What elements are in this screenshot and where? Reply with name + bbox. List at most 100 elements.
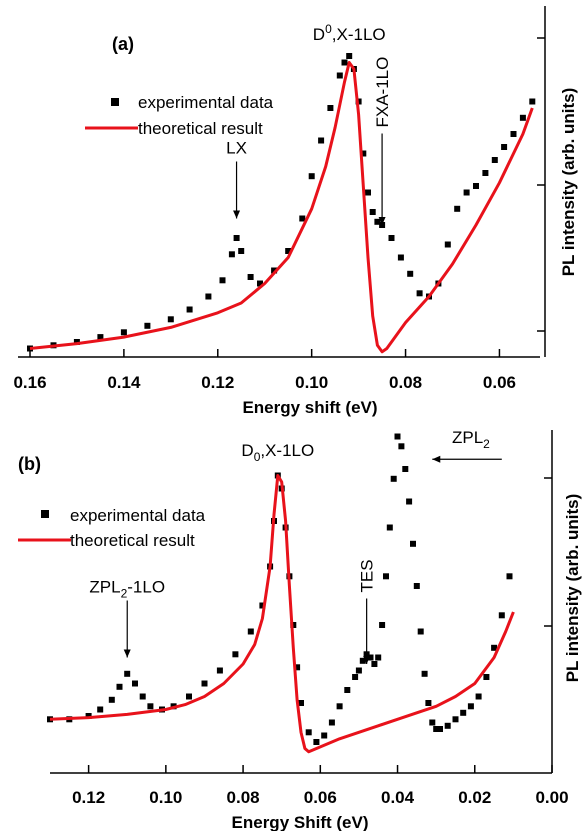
panel-a-data-point: [369, 209, 376, 215]
panel-a-data-point: [144, 322, 151, 329]
panel-a-data-point: [482, 170, 489, 176]
panel-a-data-point: [308, 173, 315, 180]
panel-a-data-point: [233, 235, 240, 241]
panel-a-data-point: [219, 277, 226, 284]
panel-b-data-point: [498, 612, 505, 619]
panel-b-data-point: [367, 654, 374, 661]
panel-a-x-tick-label: 0.08: [389, 373, 422, 392]
panel-a-data-point: [444, 241, 451, 248]
panel-b-data-point: [398, 443, 405, 450]
panel-b-data-point: [371, 661, 378, 667]
panel-a-data-point: [336, 72, 343, 79]
panel-a-data-point: [228, 251, 235, 258]
panel-b-data-point: [386, 524, 393, 531]
panel-b-x-tick-label: 0.04: [381, 788, 415, 807]
panel-b-data-point: [298, 700, 304, 706]
panel-b-data-point: [216, 667, 223, 674]
panel-b-data-point: [452, 716, 459, 723]
panel-b-data-point: [379, 622, 386, 628]
panel-a-data-point: [327, 105, 334, 111]
panel-b-data-point: [352, 674, 359, 680]
panel-b-data-point: [247, 628, 254, 635]
panel-b-legend-label-theoretical: theoretical result: [70, 531, 195, 550]
panel-b-label: (b): [18, 454, 41, 474]
panel-a-data-point: [407, 270, 414, 277]
panel-a-data-point: [167, 316, 174, 323]
panel-b-data-point: [232, 651, 239, 658]
panel-b-data-point: [97, 706, 104, 713]
panel-b-data-point: [305, 729, 312, 736]
panel-b-annotation-arrowhead: [123, 649, 131, 658]
panel-a-data-point: [463, 189, 470, 196]
panel-b-data-point: [402, 466, 409, 472]
panel-a-data-point: [238, 248, 245, 254]
panel-b-data-point: [186, 693, 192, 700]
panel-b-data-point: [108, 696, 115, 703]
panel-a-data-point: [388, 235, 395, 241]
panel-b-data-point: [475, 693, 482, 700]
panel-a-data-point: [416, 290, 423, 297]
panel-a-x-axis: 0.16 0.14 0.12 0.10 0.08 0.06 Energy shift (e…: [13, 349, 540, 417]
panel-a-data-point: [97, 334, 104, 341]
panel-a-data-point: [510, 131, 517, 137]
panel-b-x-tick-label: 0.06: [304, 788, 337, 807]
panel-a-data-point: [454, 205, 461, 212]
panel-b-data-point: [355, 667, 362, 674]
panel-b-data-point: [259, 602, 266, 609]
panel-b-legend-marker-experimental: [41, 510, 49, 518]
panel-a-data-point: [501, 144, 508, 150]
panel-b-data-point: [390, 475, 397, 482]
panel-a-data-point: [473, 183, 479, 189]
panel-b-data-point: [344, 687, 351, 693]
panel-b-data-point: [394, 433, 401, 440]
panel-b-annotation-arrowhead: [432, 455, 441, 463]
panel-a-annotation-arrowhead: [378, 217, 386, 225]
panel-b-data-point: [132, 680, 138, 687]
panel-b-data-point: [421, 670, 428, 677]
panel-b-annotation: D0,X-1LO: [241, 441, 314, 464]
panel-b-data-point: [116, 683, 123, 690]
panel-b-data-point: [429, 719, 436, 726]
panel-b-data-point: [147, 703, 154, 710]
panel-a-legend-label-theoretical: theoretical result: [138, 119, 263, 138]
panel-a-data-point: [186, 306, 193, 313]
panel-b-annotation-arrowhead: [363, 656, 371, 664]
panel-b-x-tick-label: 0.02: [458, 788, 491, 807]
panel-b-data-point: [460, 709, 467, 716]
panel-a-x-tick-label: 0.16: [13, 373, 46, 392]
panel-b-data-point: [294, 664, 301, 671]
panel-b-data-point: [410, 540, 416, 547]
panel-a-x-tick-label: 0.06: [483, 373, 516, 392]
panel-b-data-point: [433, 726, 440, 732]
panel-a-data-point: [120, 329, 127, 336]
panel-b-data-point: [139, 693, 146, 700]
panel-a-data-point: [318, 137, 325, 144]
panel-a-data-point: [285, 248, 292, 254]
panel-a-data-point: [257, 280, 263, 287]
panel-b-y-axis: PL intensity (arb. units): [544, 430, 582, 773]
panel-b-data-point: [375, 654, 382, 661]
panel-a-legend-marker-experimental: [111, 98, 119, 106]
panel-a-legend-label-experimental: experimental data: [138, 93, 274, 112]
panel-b-data-point: [506, 573, 513, 580]
panel-a-data-point: [360, 150, 367, 157]
panel-b-data-point: [406, 498, 413, 505]
panel-b-annotation: ZPL2: [452, 428, 490, 451]
panel-b-data-point: [336, 703, 343, 710]
panel-b-x-axis-title: Energy Shift (eV): [232, 813, 369, 831]
panel-b-x-tick-label: 0.00: [535, 788, 568, 807]
panel-a: 0.16 0.14 0.12 0.10 0.08 0.06 Energy shift (e…: [13, 6, 578, 417]
panel-b-data-point: [413, 583, 420, 589]
panel-b-data-point: [201, 680, 208, 687]
panel-a-data-point: [491, 157, 498, 163]
panel-a-annotation-arrowhead: [233, 210, 241, 219]
panel-a-theory-line: [29, 61, 534, 354]
panel-a-x-tick-label: 0.12: [201, 373, 234, 392]
panel-a-data-point: [341, 59, 348, 66]
panel-b-data-point: [491, 644, 498, 651]
panel-a-data-point: [73, 339, 80, 345]
panel-b-theory-line: [49, 474, 515, 754]
panel-b-legend: experimental data theoretical result: [18, 506, 206, 550]
panel-a-data-point: [374, 218, 381, 225]
panel-a-legend: experimental data theoretical result: [85, 93, 274, 138]
